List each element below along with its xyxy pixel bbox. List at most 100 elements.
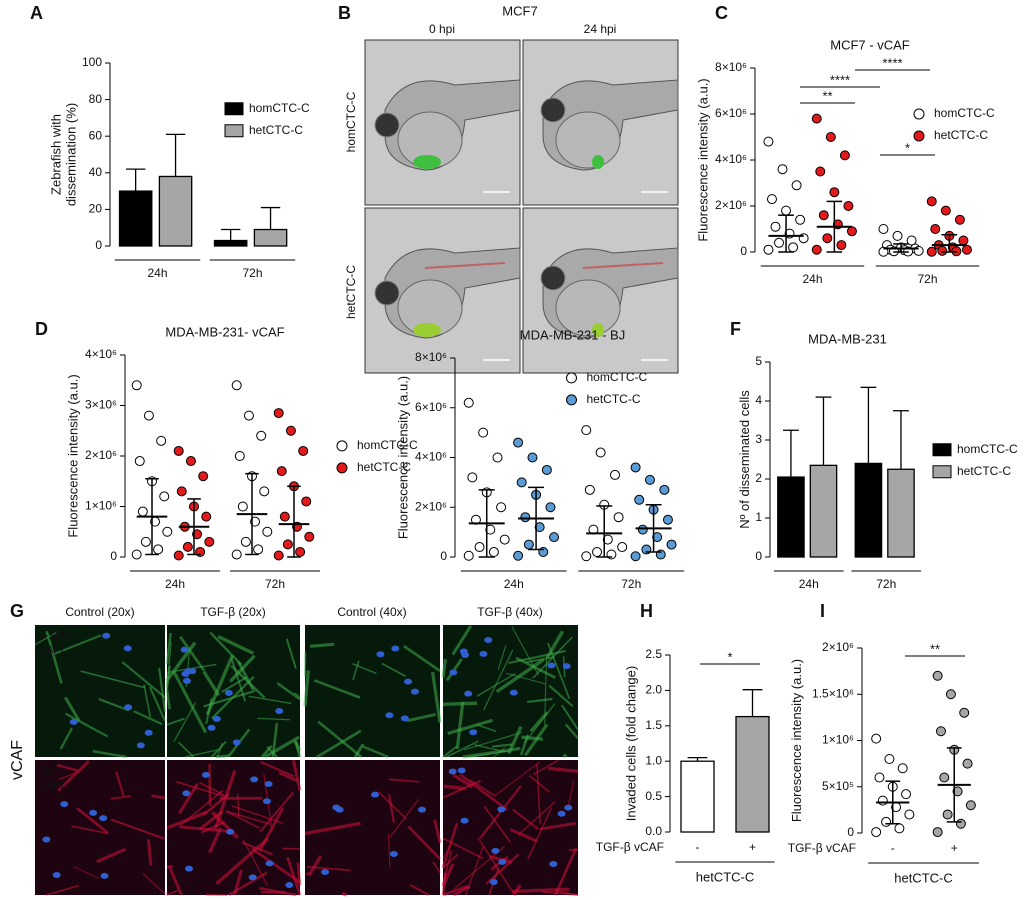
data-point xyxy=(134,456,145,467)
fiber xyxy=(208,827,223,854)
micrograph xyxy=(167,625,300,757)
data-point xyxy=(581,425,592,436)
fiber xyxy=(442,842,453,859)
nucleus xyxy=(389,850,398,857)
fiber xyxy=(177,741,195,758)
data-point xyxy=(595,447,606,458)
data-point xyxy=(592,547,603,558)
data-point xyxy=(545,502,556,513)
fiber xyxy=(406,712,436,723)
fiber xyxy=(65,712,109,738)
data-point xyxy=(871,733,882,744)
data-point xyxy=(137,506,148,517)
y-tick-label: 100 xyxy=(82,55,102,69)
fiber xyxy=(228,871,268,897)
fiber xyxy=(143,684,152,718)
y-tick-label: 0 xyxy=(755,549,762,563)
fiber xyxy=(352,663,377,675)
y-tick-label: 2 xyxy=(755,471,762,485)
data-point xyxy=(937,245,948,256)
bar xyxy=(213,239,248,247)
data-point xyxy=(634,494,645,505)
image-title: MCF7 xyxy=(502,3,537,18)
data-point xyxy=(901,789,912,800)
fiber xyxy=(442,701,478,707)
y-tick-label: 2.0 xyxy=(645,683,662,697)
data-point xyxy=(630,462,641,473)
data-point xyxy=(602,534,613,545)
y-tick-label: 2×10⁶ xyxy=(415,499,447,513)
legend-label: homCTC-C xyxy=(587,370,648,384)
legend-label: hetCTC-C xyxy=(249,123,303,137)
nucleus xyxy=(224,689,233,696)
data-point xyxy=(581,551,592,562)
data-point xyxy=(884,754,895,764)
fiber xyxy=(236,793,240,817)
x-axis-label: TGF-β vCAF xyxy=(788,841,856,855)
fiber xyxy=(71,825,109,835)
fiber xyxy=(80,670,146,689)
data-point xyxy=(298,445,309,456)
legend-swatch xyxy=(932,465,952,479)
fiber xyxy=(282,847,301,850)
column-label: Control (20x) xyxy=(65,605,134,619)
data-point xyxy=(262,526,273,537)
nucleus xyxy=(102,632,111,639)
data-point xyxy=(143,410,154,421)
y-tick-label: 4×10⁶ xyxy=(415,450,447,464)
panel-label: C xyxy=(715,3,728,23)
data-point xyxy=(478,427,489,438)
y-axis-label: Invaded cells (fold change) xyxy=(624,666,639,821)
data-point xyxy=(836,240,847,251)
data-point xyxy=(488,547,499,558)
data-point xyxy=(520,512,531,523)
fiber xyxy=(216,742,224,758)
data-point xyxy=(276,466,287,477)
y-tick-label: 6×10⁶ xyxy=(715,106,747,120)
x-axis-label: TGF-β vCAF xyxy=(596,840,664,854)
data-point xyxy=(630,551,641,562)
nucleus xyxy=(497,806,506,813)
fiber xyxy=(98,698,130,712)
yolk xyxy=(555,111,621,169)
y-tick-label: 40 xyxy=(89,165,103,179)
legend-label: hetCTC-C xyxy=(934,128,988,142)
fiber xyxy=(511,887,570,894)
nucleus xyxy=(60,801,69,808)
nucleus xyxy=(469,729,478,736)
y-tick-label: 80 xyxy=(89,92,103,106)
data-point xyxy=(279,511,290,522)
nucleus xyxy=(264,780,273,787)
data-point xyxy=(843,201,854,211)
data-point xyxy=(781,205,792,216)
fiber xyxy=(483,805,512,843)
data-point xyxy=(881,816,892,827)
data-point xyxy=(788,242,799,253)
y-tick-label: 6×10⁶ xyxy=(415,400,447,414)
fiber xyxy=(200,821,225,834)
fiber xyxy=(476,672,516,697)
fiber xyxy=(303,670,310,707)
fiber xyxy=(179,635,206,672)
data-point xyxy=(955,818,966,829)
panel-label: B xyxy=(338,3,351,23)
nucleus xyxy=(385,712,394,719)
data-point xyxy=(231,380,242,391)
fiber xyxy=(310,642,335,648)
fiber xyxy=(293,739,302,752)
legend-swatch xyxy=(913,130,925,142)
fiber xyxy=(133,710,163,726)
nucleus xyxy=(99,815,108,822)
bar xyxy=(854,462,883,558)
fiber xyxy=(432,861,441,874)
panel-label: I xyxy=(820,601,825,621)
stain-label: DAPI xyxy=(38,780,64,792)
panel-label: H xyxy=(640,601,653,621)
fiber xyxy=(441,872,447,896)
data-point xyxy=(159,491,170,502)
x-tick-label: 72h xyxy=(265,577,285,591)
cells xyxy=(592,155,604,169)
data-point xyxy=(176,486,187,497)
significance-label: * xyxy=(727,649,732,664)
data-point xyxy=(156,435,167,446)
